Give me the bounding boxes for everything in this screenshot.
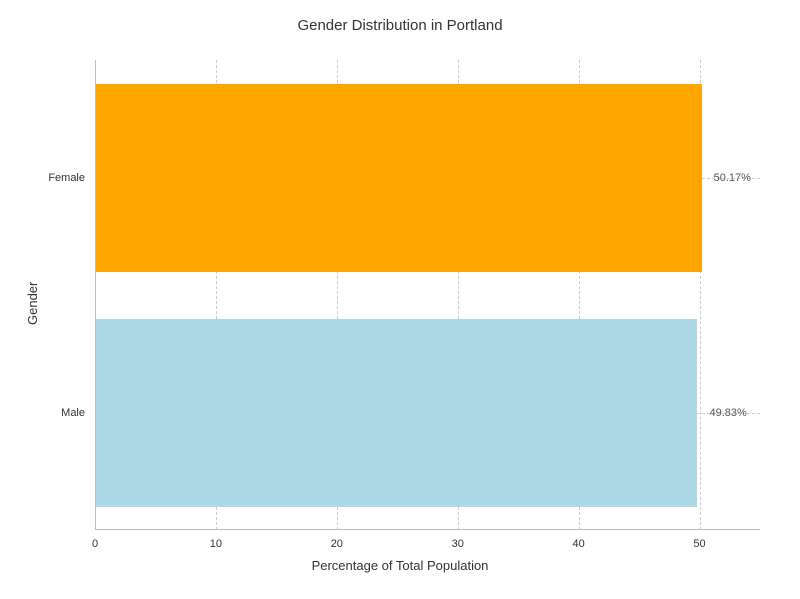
x-tick: 20 — [331, 538, 343, 550]
y-axis-label: Gender — [25, 282, 40, 325]
chart-title: Gender Distribution in Portland — [0, 17, 800, 34]
x-tick: 10 — [210, 538, 222, 550]
y-tick: Male — [61, 407, 95, 419]
bar-female — [95, 84, 702, 272]
x-tick: 50 — [693, 538, 705, 550]
bar-male — [95, 319, 697, 507]
x-axis-line — [95, 529, 760, 530]
bars-layer: 49.83% 50.17% — [95, 60, 760, 530]
x-tick: 40 — [573, 538, 585, 550]
x-axis-label: Percentage of Total Population — [0, 558, 800, 573]
bar-value-label: 49.83% — [709, 407, 746, 419]
x-tick: 30 — [452, 538, 464, 550]
chart-container: Gender Distribution in Portland 49.83% 50… — [0, 0, 800, 599]
plot-area: 49.83%50.17% 01020304050 MaleFemale — [95, 60, 760, 530]
y-tick: Female — [48, 172, 95, 184]
bar-value-label: 50.17% — [714, 172, 751, 184]
y-axis-line — [95, 60, 96, 530]
x-tick: 0 — [92, 538, 98, 550]
